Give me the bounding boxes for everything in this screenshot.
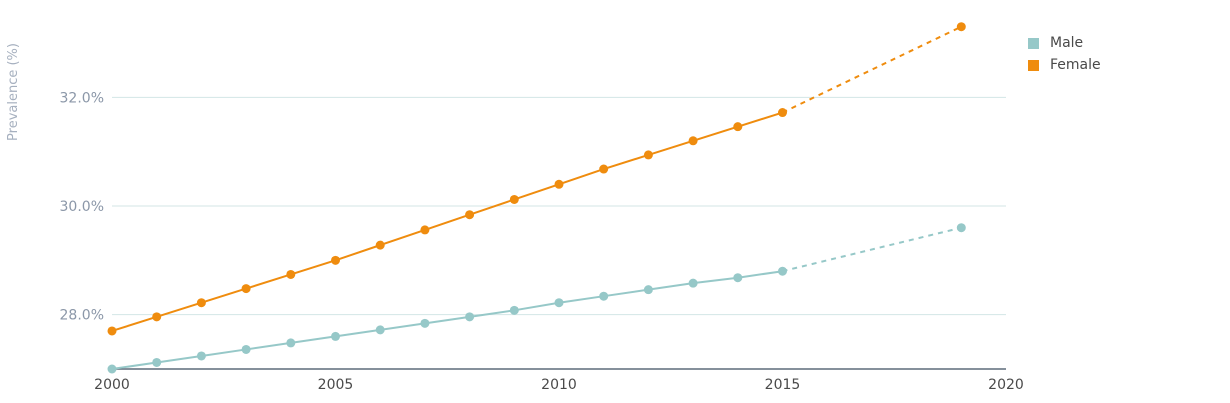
- y-tick-label: 32.0%: [60, 90, 104, 106]
- male-swatch-icon: [1028, 37, 1039, 49]
- female-data-point[interactable]: [733, 122, 743, 132]
- female-data-point[interactable]: [107, 326, 117, 336]
- female-data-point[interactable]: [688, 136, 698, 146]
- female-series-line: [111, 111, 783, 332]
- legend-label-female: Female: [1050, 57, 1101, 73]
- male-data-point[interactable]: [643, 285, 653, 295]
- male-data-point[interactable]: [196, 351, 206, 361]
- female-data-point[interactable]: [375, 240, 385, 250]
- male-data-point[interactable]: [509, 305, 519, 315]
- female-data-point[interactable]: [241, 284, 251, 294]
- female-data-point[interactable]: [152, 312, 162, 322]
- x-tick-label: 2020: [988, 377, 1024, 393]
- y-tick-label: 28.0%: [60, 308, 104, 324]
- legend-item-female[interactable]: Female: [1028, 54, 1101, 76]
- x-tick-label: 2010: [541, 377, 577, 393]
- male-projection-line: [782, 226, 962, 273]
- male-data-point[interactable]: [688, 278, 698, 288]
- female-data-point[interactable]: [643, 150, 653, 160]
- x-tick-label: 2000: [94, 377, 130, 393]
- male-data-point[interactable]: [375, 325, 385, 335]
- gridlines: [112, 96, 1006, 316]
- male-series-line: [111, 270, 783, 370]
- male-data-point[interactable]: [241, 344, 251, 354]
- male-data-point[interactable]: [733, 273, 743, 283]
- male-data-point[interactable]: [599, 291, 609, 301]
- female-data-point[interactable]: [465, 210, 475, 220]
- x-tick-label: 2005: [318, 377, 354, 393]
- female-data-point[interactable]: [331, 255, 340, 265]
- female-swatch-icon: [1028, 59, 1039, 71]
- female-data-point[interactable]: [196, 298, 206, 308]
- male-data-point[interactable]: [331, 331, 340, 341]
- female-data-point[interactable]: [554, 179, 564, 189]
- y-axis-label: Prevalence (%): [6, 43, 21, 141]
- x-tick-labels: 2000 2005 2010 2015 2020: [94, 377, 1024, 393]
- female-data-point[interactable]: [956, 22, 966, 32]
- x-tick-label: 2015: [765, 377, 801, 393]
- legend-item-male[interactable]: Male: [1028, 32, 1101, 54]
- legend: Male Female: [1028, 32, 1101, 76]
- plot-area: [107, 22, 966, 374]
- female-data-point[interactable]: [286, 269, 296, 279]
- y-tick-labels: 28.0% 30.0% 32.0%: [60, 90, 104, 323]
- male-data-point[interactable]: [465, 312, 475, 322]
- male-data-point[interactable]: [554, 298, 564, 308]
- male-data-point[interactable]: [152, 357, 162, 367]
- male-data-point[interactable]: [420, 318, 430, 328]
- female-data-point[interactable]: [599, 164, 609, 174]
- legend-label-male: Male: [1050, 35, 1084, 51]
- male-data-point[interactable]: [107, 364, 117, 374]
- female-data-point[interactable]: [509, 194, 519, 204]
- y-tick-label: 30.0%: [60, 199, 104, 215]
- male-data-point[interactable]: [956, 223, 966, 233]
- male-data-point[interactable]: [778, 266, 787, 276]
- female-data-point[interactable]: [420, 225, 430, 235]
- male-data-point[interactable]: [286, 338, 296, 348]
- female-projection-line: [782, 25, 962, 114]
- female-data-point[interactable]: [778, 108, 787, 118]
